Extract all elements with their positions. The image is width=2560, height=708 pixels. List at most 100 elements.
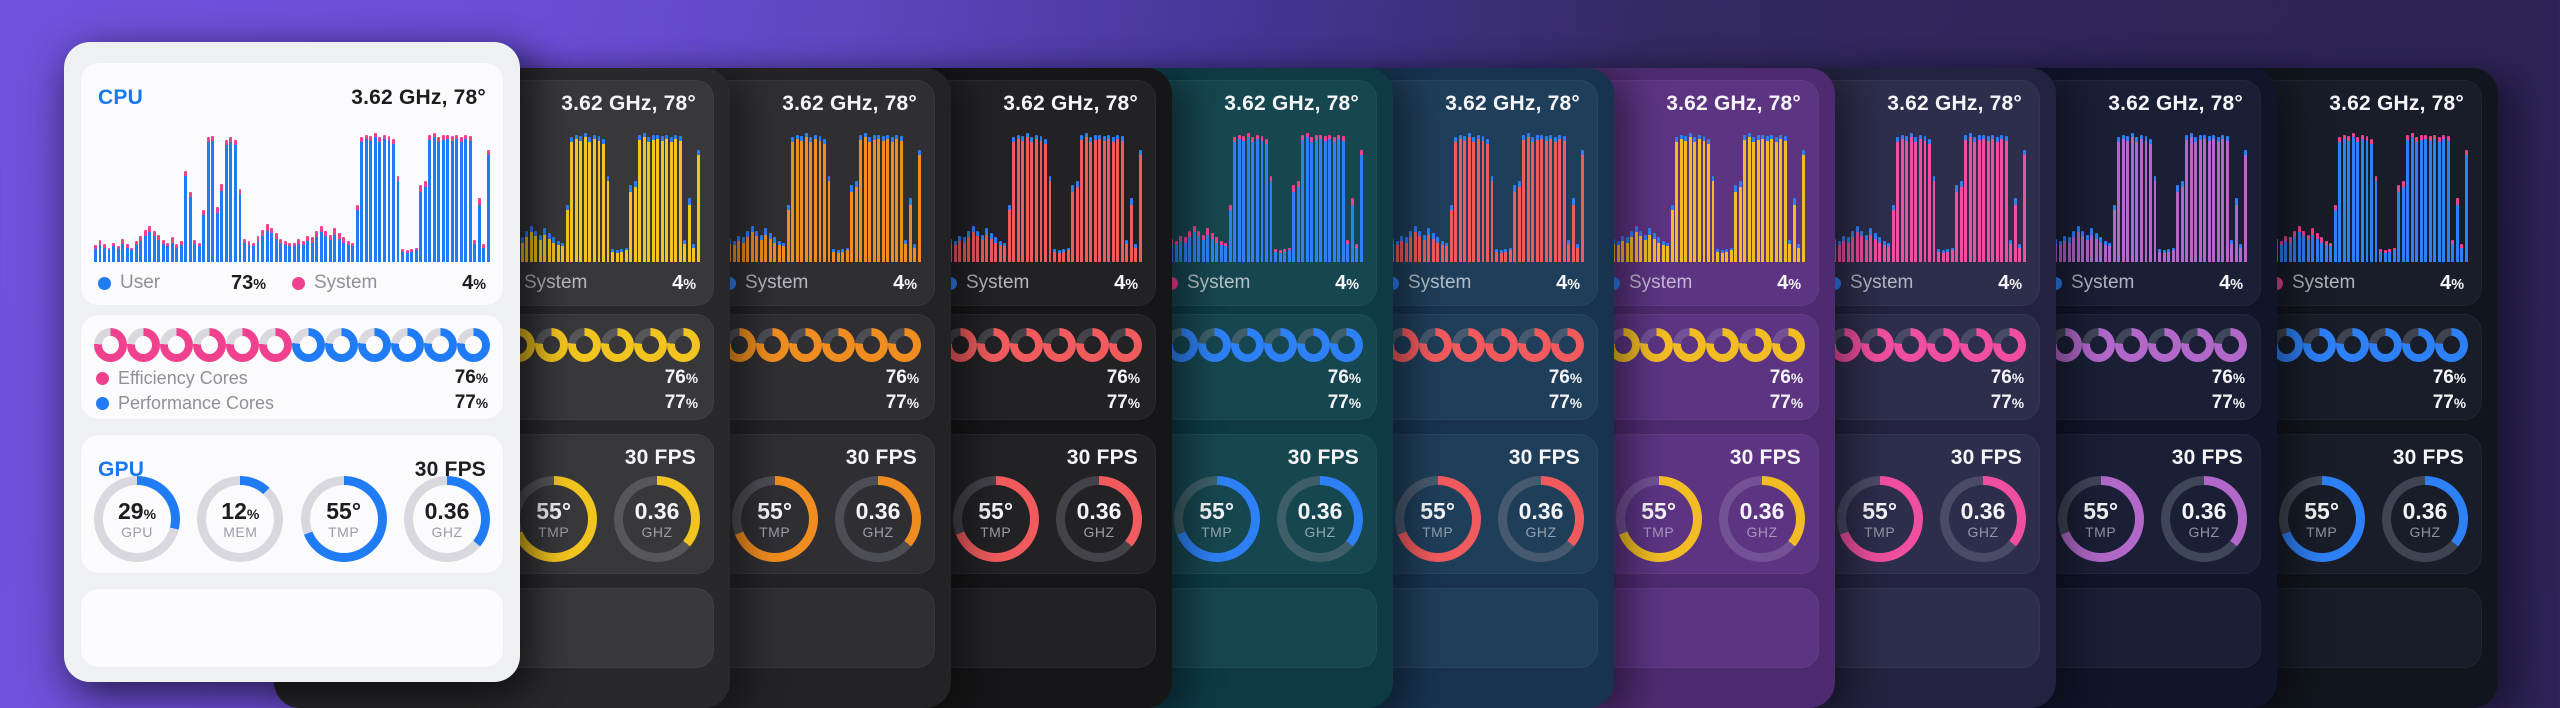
cpu-usage-bar [1445, 242, 1449, 262]
performance-core-ring [2303, 328, 2336, 362]
system-value: 4% [462, 271, 486, 294]
gpu-temperature-label: TMP [759, 523, 791, 540]
performance-core-ring [568, 328, 601, 362]
cpu-usage-bar [1675, 137, 1679, 262]
cpu-usage-bar [2320, 237, 2324, 262]
cpu-usage-bar [1084, 133, 1088, 262]
cpu-usage-bar [832, 249, 835, 262]
performance-core-ring [1518, 328, 1551, 362]
cpu-usage-bar [845, 247, 849, 262]
cpu-usage-bar [2117, 137, 2121, 262]
cpu-usage-bar [2464, 150, 2468, 262]
cpu-usage-bar [197, 242, 201, 262]
cpu-usage-bar [1490, 176, 1494, 262]
performance-core-ring [601, 328, 634, 362]
cpu-usage-bar [373, 133, 377, 262]
efficiency-core-ring [259, 328, 292, 362]
gpu-temperature-value: 55° [757, 497, 793, 524]
cpu-usage-bar [1792, 198, 1796, 262]
cpu-usage-bar [561, 242, 565, 262]
gpu-temperature-label: TMP [1422, 523, 1454, 540]
cpu-usage-bar [1201, 234, 1205, 262]
cpu-usage-bar [1256, 134, 1259, 262]
cpu-usage-bar [2171, 247, 2175, 262]
cpu-usage-bar [2311, 228, 2315, 262]
cpu-cores-card: Efficiency Cores 76% Performance Cores 7… [80, 314, 504, 420]
cpu-usage-bar [2009, 239, 2013, 262]
gpu-clock-gauge: 0.36 GHZ [613, 476, 700, 562]
gpu-temperature-gauge: 55° TMP [2057, 476, 2144, 562]
cpu-usage-bar [1801, 150, 1805, 262]
cpu-usage-bar [473, 239, 477, 262]
cpu-usage-bar [1035, 134, 1038, 262]
cpu-frequency-temperature: 3.62 GHz, 78° [1666, 92, 1801, 115]
cpu-usage-bar [2018, 243, 2022, 262]
cpu-usage-bar [2306, 234, 2310, 262]
cpu-usage-bar [351, 242, 355, 262]
cpu-usage-bar-chart [94, 130, 490, 262]
cpu-usage-bar [2351, 133, 2355, 262]
cpu-usage-bar [791, 137, 795, 262]
efficiency-cores-label: Efficiency Cores [118, 367, 248, 388]
cpu-usage-bar [1422, 234, 1426, 262]
cpu-usage-bar [985, 228, 989, 262]
cpu-usage-bar [224, 139, 228, 262]
performance-core-ring [1706, 328, 1739, 362]
cpu-usage-bar [1021, 135, 1025, 262]
cpu-usage-bar [868, 137, 872, 262]
gpu-fps-value: 30 FPS [1066, 446, 1138, 469]
system-label: System [524, 272, 588, 293]
cpu-usage-bar [2067, 237, 2071, 262]
cpu-usage-bar [1540, 134, 1544, 262]
cpu-usage-bar [1301, 134, 1305, 262]
cpu-usage-bar [1625, 237, 1629, 262]
efficiency-cores-value: 76% [1548, 367, 1582, 388]
cpu-legend-system: System 4% [2270, 272, 2464, 295]
cpu-usage-bar [437, 137, 441, 262]
cpu-usage-bar [1526, 133, 1530, 262]
cpu-usage-bar [656, 134, 660, 262]
cpu-usage-bar [2374, 176, 2378, 262]
cpu-legend-system: System 4% [1828, 272, 2022, 295]
cpu-legend: User 73% System 4% [98, 267, 486, 299]
cpu-usage-bar [2135, 137, 2139, 262]
cpu-usage-bar [1292, 185, 1296, 262]
gpu-fps-value: 30 FPS [624, 446, 696, 469]
gpu-clock-gauge: 0.36 GHZ [2160, 476, 2247, 562]
cpu-usage-bar [2058, 241, 2062, 262]
cpu-usage-bar [355, 204, 359, 262]
cpu-usage-bar [1720, 250, 1724, 262]
cpu-usage-bar [319, 225, 323, 262]
cpu-usage-bar [764, 228, 768, 262]
gpu-temperature-label: TMP [1864, 523, 1896, 540]
cpu-usage-bar [2419, 134, 2423, 262]
cpu-usage-bar [441, 134, 445, 262]
cpu-usage-bar [2361, 134, 2364, 262]
cpu-usage-bar [520, 237, 524, 262]
cpu-usage-bar [1517, 181, 1521, 262]
cpu-usage-bar [998, 241, 1002, 262]
cpu-usage-bar [2297, 225, 2301, 262]
cpu-usage-bar [976, 230, 980, 262]
cpu-usage-bar [1937, 249, 1940, 262]
cpu-usage-bar [1355, 243, 1359, 262]
cpu-usage-bar [265, 224, 269, 262]
cpu-usage-bar [179, 241, 183, 262]
performance-core-ring [1076, 328, 1109, 362]
gpu-clock-value: 0.36 [855, 497, 901, 524]
cpu-usage-bar [1206, 228, 1210, 262]
cpu-card: CPU 3.62 GHz, 78° User 73% System 4% [80, 62, 504, 306]
cpu-usage-bar [450, 135, 454, 262]
system-label: System [2071, 272, 2135, 293]
cpu-frequency-temperature: 3.62 GHz, 78° [2108, 92, 2243, 115]
performance-core-ring [292, 328, 325, 362]
gpu-clock-label: GHZ [2409, 523, 2441, 540]
cpu-usage-bar [2094, 233, 2098, 262]
cpu-usage-bar [2437, 137, 2441, 262]
gpu-clock-value: 0.36 [2402, 497, 2448, 524]
cpu-usage-bar [468, 135, 472, 262]
performance-core-ring [1772, 328, 1805, 362]
cpu-usage-bar [1928, 138, 1931, 262]
theme-panel-light[interactable]: CPU 3.62 GHz, 78° User 73% System 4% [64, 42, 520, 682]
cpu-usage-bar [1684, 135, 1688, 262]
